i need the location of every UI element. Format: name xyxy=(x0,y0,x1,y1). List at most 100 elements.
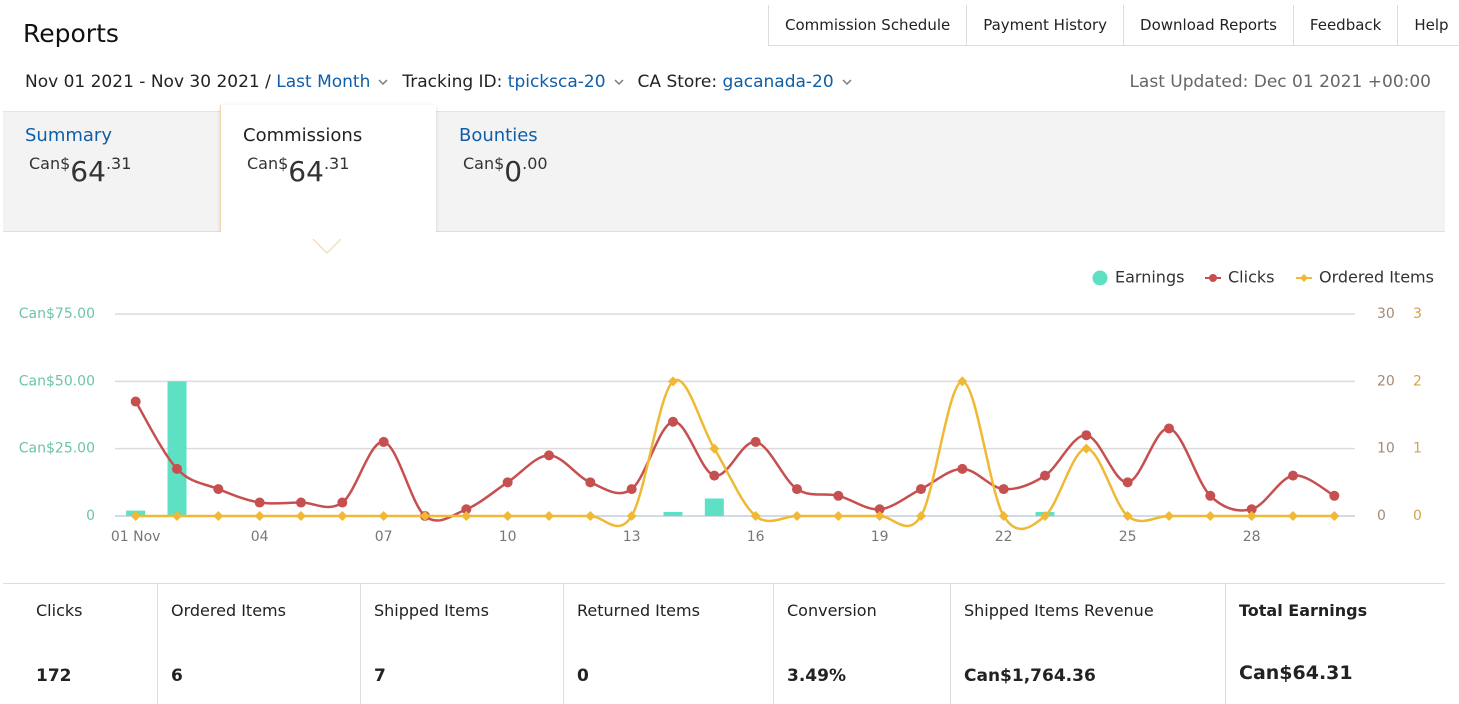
stat-value: Can$1,764.36 xyxy=(964,666,1096,686)
x-tick-label: 10 xyxy=(499,529,517,545)
point xyxy=(378,436,389,447)
stat-label: Returned Items xyxy=(577,601,700,620)
x-tick-label: 16 xyxy=(747,529,765,545)
store-dropdown[interactable]: gacanada-20 xyxy=(722,72,834,92)
point xyxy=(874,511,885,521)
stats-row: Clicks 172 Ordered Items 6 Shipped Items 7 Ret… xyxy=(3,583,1445,704)
y3-tick-label: 2 xyxy=(1413,373,1422,389)
point xyxy=(1205,490,1216,501)
x-tick-label: 13 xyxy=(623,529,641,545)
stat-cell: Shipped Items 7 xyxy=(360,584,563,704)
tab[interactable]: Bounties Can$0.00 xyxy=(459,111,548,232)
legend-marker xyxy=(1300,274,1308,282)
currency: Can$ xyxy=(463,154,505,173)
chevron xyxy=(378,79,388,85)
point xyxy=(296,511,306,521)
stat-value: 172 xyxy=(36,666,72,686)
amount-whole: 0 xyxy=(504,155,523,188)
point xyxy=(626,484,637,495)
y2-tick-label: 20 xyxy=(1377,373,1395,389)
nav-link[interactable]: Feedback xyxy=(1292,5,1397,45)
amount-fraction: .00 xyxy=(522,154,548,173)
y2-tick-label: 30 xyxy=(1377,306,1395,322)
y3-tick-label: 3 xyxy=(1413,306,1422,322)
nav-link[interactable]: Download Reports xyxy=(1123,5,1293,45)
nav-bar: Commission Schedule Payment History Down… xyxy=(768,5,1459,46)
point xyxy=(626,511,637,521)
nav-link[interactable]: Payment History xyxy=(966,5,1123,45)
point xyxy=(544,450,554,461)
tab-active[interactable]: Commissions Can$64.31 xyxy=(220,105,436,240)
point xyxy=(1329,511,1340,521)
point xyxy=(709,443,720,454)
bar xyxy=(167,381,187,516)
point xyxy=(502,477,513,488)
x-tick-label: 28 xyxy=(1243,529,1261,545)
tab[interactable]: Summary Can$64.31 xyxy=(25,111,131,232)
stat-cell: Conversion 3.49% xyxy=(773,584,950,704)
filters: Nov 01 2021 - Nov 30 2021 / Last Month T… xyxy=(25,72,866,92)
tab-pointer xyxy=(312,238,342,254)
point xyxy=(585,511,596,521)
point xyxy=(750,511,761,521)
tab-amount: Can$64.31 xyxy=(247,154,436,188)
point xyxy=(254,511,265,521)
chevron xyxy=(614,79,624,85)
chart-background xyxy=(3,232,1445,583)
point xyxy=(792,511,802,521)
point xyxy=(1081,443,1092,454)
stat-label: Shipped Items Revenue xyxy=(964,601,1154,620)
chart: 0 Can$25.00 Can$50.00 Can$75.00 0 10 20 30 0 1 2 3 0… xyxy=(3,232,1445,583)
legend-label: Ordered Items xyxy=(1319,268,1434,287)
bar xyxy=(704,498,724,516)
nav-link[interactable]: Help xyxy=(1397,5,1459,45)
point xyxy=(172,463,182,474)
point xyxy=(957,463,968,474)
point xyxy=(1122,511,1133,521)
y-tick-label: Can$50.00 xyxy=(19,373,95,389)
point xyxy=(461,504,472,515)
tab-label: Summary xyxy=(25,125,112,146)
point xyxy=(1164,511,1174,521)
x-tick-label: 22 xyxy=(995,529,1013,545)
point xyxy=(833,490,844,501)
legend-marker xyxy=(1092,270,1108,286)
stat-cell: Ordered Items 6 xyxy=(157,584,360,704)
point xyxy=(1246,511,1257,521)
chevron xyxy=(842,79,852,85)
period-dropdown[interactable]: Last Month xyxy=(276,72,371,92)
store-label: CA Store: xyxy=(637,72,718,92)
tab-label: Commissions xyxy=(243,125,363,146)
point xyxy=(378,511,389,521)
point xyxy=(998,511,1009,521)
point xyxy=(1164,423,1174,434)
y-tick-label: 0 xyxy=(86,508,95,524)
legend-label: Clicks xyxy=(1228,268,1274,287)
stat-value: 7 xyxy=(374,666,386,686)
x-tick-label: 19 xyxy=(871,529,889,545)
point xyxy=(1040,511,1050,521)
point xyxy=(1329,490,1340,501)
point xyxy=(337,497,348,508)
nav-link[interactable]: Commission Schedule xyxy=(785,16,951,34)
point xyxy=(1288,511,1298,521)
point xyxy=(792,484,802,495)
point xyxy=(213,484,224,495)
point xyxy=(709,470,720,481)
point xyxy=(420,511,430,521)
date-range: Nov 01 2021 - Nov 30 2021 / xyxy=(25,72,271,92)
point xyxy=(916,484,926,495)
stat-value: 6 xyxy=(171,666,183,686)
last-updated: Last Updated: Dec 01 2021 +00:00 xyxy=(1129,72,1431,92)
stat-label: Ordered Items xyxy=(171,601,286,620)
tab-amount: Can$64.31 xyxy=(29,154,131,188)
point xyxy=(130,511,141,521)
bar xyxy=(663,511,683,516)
y-tick-label: Can$75.00 xyxy=(19,306,95,322)
point xyxy=(213,511,224,521)
currency: Can$ xyxy=(247,154,289,173)
y2-tick-label: 0 xyxy=(1377,508,1386,524)
tracking-dropdown[interactable]: tpicksca-20 xyxy=(507,72,606,92)
point xyxy=(502,511,513,521)
point xyxy=(1246,504,1257,515)
